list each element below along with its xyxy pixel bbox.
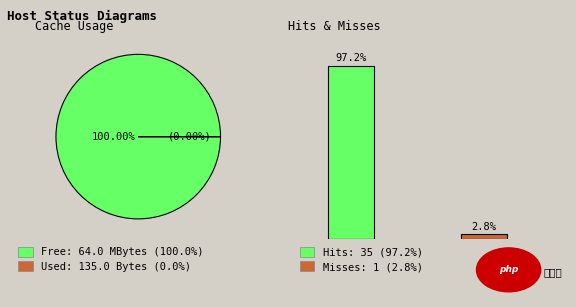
Text: Cache Usage: Cache Usage [35, 20, 114, 33]
Text: (0.00%): (0.00%) [168, 132, 211, 142]
Text: Hits & Misses: Hits & Misses [288, 20, 381, 33]
Bar [328, 66, 374, 239]
Wedge shape [56, 54, 221, 219]
Legend: Hits: 35 (97.2%), Misses: 1 (2.8%): Hits: 35 (97.2%), Misses: 1 (2.8%) [298, 245, 425, 274]
Ellipse shape [476, 248, 541, 292]
Text: 100.00%: 100.00% [92, 132, 135, 142]
Text: Host Status Diagrams: Host Status Diagrams [7, 10, 157, 23]
Legend: Free: 64.0 MBytes (100.0%), Used: 135.0 Bytes (0.0%): Free: 64.0 MBytes (100.0%), Used: 135.0 … [16, 245, 206, 274]
Text: 2.8%: 2.8% [471, 222, 497, 232]
Text: php: php [499, 265, 518, 274]
Text: 97.2%: 97.2% [336, 53, 367, 63]
Bar [461, 235, 507, 239]
Text: 中文网: 中文网 [544, 267, 563, 277]
